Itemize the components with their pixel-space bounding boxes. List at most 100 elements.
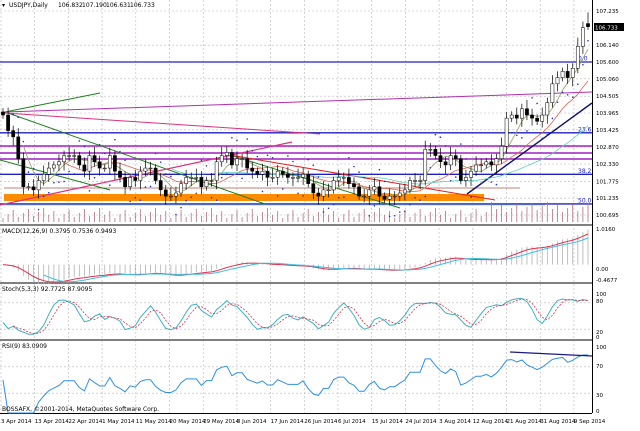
sar-dot: [343, 196, 345, 198]
price-tick: 105.600: [596, 60, 619, 66]
sar-dot: [546, 133, 549, 136]
candle-bullish: [72, 155, 77, 157]
price-tick: 102.870: [596, 145, 619, 151]
sar-dot: [307, 158, 310, 161]
candle-bullish: [403, 189, 407, 194]
sar-dot: [470, 196, 472, 198]
macd-label: MACD(12,26,9) 0.3795 0.7536 0.9493: [2, 228, 116, 235]
sar-dot: [460, 143, 462, 145]
sar-dot: [414, 196, 416, 199]
pane-divider[interactable]: [0, 224, 592, 226]
ohlc-high: 107.190: [82, 2, 107, 9]
sar-dot: [22, 140, 25, 143]
rsi-pane: 100 70 30 0: [0, 345, 607, 415]
candle-bullish: [555, 77, 560, 85]
candle-bullish: [336, 177, 341, 181]
candle-bearish: [250, 167, 255, 172]
date-tick: 15 Jul 2014: [372, 419, 404, 425]
candle-bullish: [418, 180, 422, 182]
candle-bullish: [387, 195, 392, 200]
candle-bullish: [545, 102, 550, 116]
sar-dot: [261, 190, 264, 193]
sar-dot: [32, 167, 35, 170]
date-tick: 12 Aug 2014: [473, 419, 509, 425]
candle-bearish: [230, 152, 234, 166]
sar-dot: [109, 184, 111, 187]
date-tick: 11 May 2014: [136, 419, 172, 425]
date-tick: 6 Jul 2014: [338, 419, 366, 425]
sar-dot: [129, 200, 131, 203]
sar-dot: [556, 101, 559, 104]
support-zone: [4, 194, 484, 201]
date-tick: 26 Jun 2014: [304, 419, 338, 425]
sar-dot: [276, 195, 279, 197]
candle-bullish: [484, 161, 489, 166]
pane-divider[interactable]: [0, 339, 592, 341]
stoch-main-line: [2, 297, 589, 335]
candle-bullish: [46, 167, 51, 175]
sar-dot: [587, 39, 589, 42]
price-tick: 101.235: [596, 196, 619, 202]
candle-bullish: [102, 167, 107, 170]
sar-dot: [124, 159, 126, 162]
candle-bullish: [392, 195, 397, 198]
candle-bullish: [372, 186, 377, 191]
sar-dot: [409, 203, 411, 206]
time-axis: 3 Apr 2014 13 Apr 2014 22 Apr 2014 1 May 20…: [1, 419, 606, 425]
sar-dot: [68, 170, 70, 173]
price-tick: 101.775: [596, 179, 619, 185]
pane-divider[interactable]: [0, 282, 592, 284]
macd-tick: -0.4677: [596, 278, 618, 284]
candle-bearish: [306, 174, 311, 184]
candle-bullish: [275, 170, 280, 178]
candle-bearish: [123, 177, 127, 188]
rsi-tick: 30: [596, 393, 603, 399]
candle-bullish: [224, 152, 229, 156]
candle-bullish: [260, 170, 265, 175]
sar-dot: [190, 196, 193, 198]
sar-dot: [454, 176, 457, 178]
sar-dot: [368, 214, 371, 217]
candle-bullish: [570, 67, 575, 78]
sar-dot: [139, 199, 142, 201]
sar-dot: [383, 180, 386, 183]
candle-bullish: [209, 180, 214, 182]
sar-dot: [490, 181, 493, 183]
candle-bearish: [11, 130, 16, 138]
candle-bearish: [438, 155, 443, 163]
date-tick: 20 May 2014: [170, 419, 206, 425]
candle-bearish: [525, 108, 529, 116]
candle-bearish: [153, 167, 158, 181]
sar-dot: [465, 158, 467, 160]
candle-bearish: [31, 186, 36, 191]
candle-bullish: [204, 180, 209, 188]
sar-dot: [195, 192, 198, 195]
stoch-label: Stoch(5,3,3) 92.7725 87.9095: [2, 286, 93, 293]
rsi-tick: 100: [596, 345, 607, 351]
moving-averages: [12, 39, 589, 218]
macd-signal-line: [43, 237, 589, 283]
candle-bullish: [291, 177, 295, 179]
sar-dot: [170, 175, 172, 178]
sar-dot: [88, 190, 91, 192]
ohlc-close: 106.733: [130, 2, 155, 9]
sar-dot: [327, 207, 330, 210]
candle-bearish: [357, 186, 361, 197]
sar-dot: [12, 113, 14, 116]
candle-bullish: [428, 149, 433, 151]
sar-dot: [485, 178, 488, 181]
sar-dot: [149, 185, 152, 188]
stoch-tick: 20: [596, 330, 603, 336]
sar-dot: [363, 176, 365, 179]
sar-dot: [103, 152, 106, 155]
sar-dot: [226, 173, 228, 175]
sar-dot: [317, 176, 320, 178]
price-tick: 100.695: [596, 213, 619, 219]
sar-dot: [287, 155, 289, 157]
sar-dot: [536, 102, 538, 105]
sar-dot: [42, 195, 45, 198]
candle-bullish: [143, 167, 148, 172]
candle-bearish: [458, 158, 463, 181]
